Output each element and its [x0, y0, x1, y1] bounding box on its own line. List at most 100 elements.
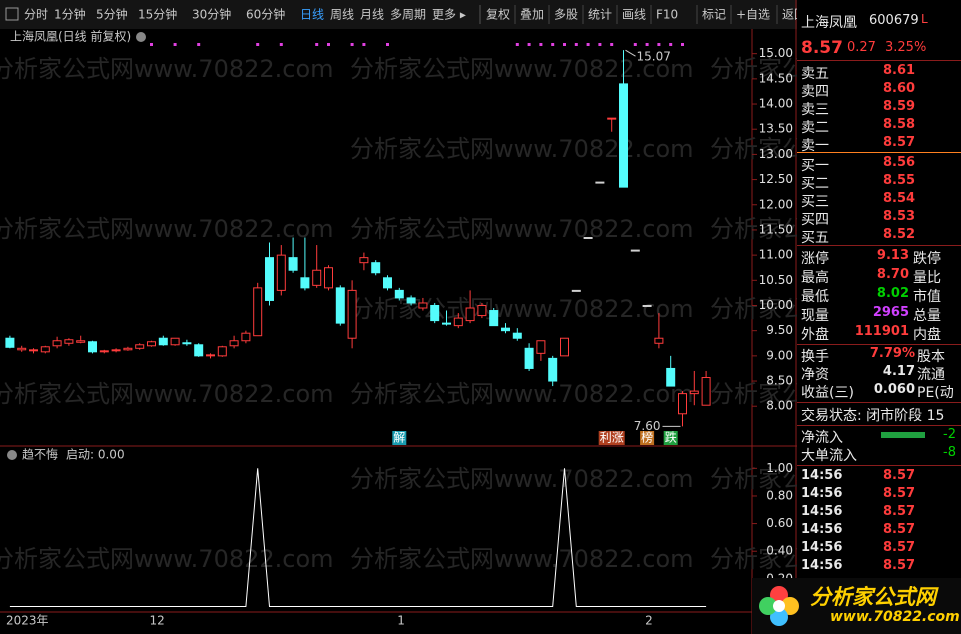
finance-value: 0.060: [873, 382, 915, 397]
signal-dot: [551, 43, 555, 46]
period-tab[interactable]: 1分钟: [54, 7, 86, 22]
candle-body: [194, 344, 204, 357]
candle-body: [571, 289, 581, 292]
candle-body: [418, 302, 428, 309]
candle-body: [40, 346, 50, 353]
candle-body: [111, 349, 121, 352]
signal-dot: [645, 43, 649, 46]
stat-value: 2965: [872, 305, 909, 320]
indicator-line: [9, 468, 707, 607]
candle-body: [29, 349, 38, 352]
tool-button[interactable]: 返回: [782, 8, 797, 22]
watermark: 分析家公式网www.70822.com: [350, 55, 694, 83]
candle-body: [17, 347, 27, 351]
y-tick-label: 9.00: [766, 348, 793, 362]
watermark: 分析家公式网www.70822.com: [0, 215, 334, 243]
signal-dot: [150, 43, 153, 46]
candle-body: [524, 347, 534, 369]
period-tab[interactable]: 30分钟: [192, 7, 231, 22]
tool-button[interactable]: F10: [656, 8, 678, 22]
signal-dot: [279, 43, 283, 46]
candle-body: [170, 337, 180, 346]
candle-body: [371, 262, 381, 274]
tick-time: 14:56: [801, 558, 843, 573]
signal-dot: [633, 43, 637, 46]
watermark: 分析家公式网www.70822.com: [710, 380, 797, 408]
period-tab[interactable]: 分时: [24, 8, 48, 22]
signal-dot: [598, 43, 602, 46]
y-tick-label: 0.60: [766, 516, 793, 530]
signal-tag-bg: [392, 431, 407, 445]
candle-body: [182, 342, 192, 345]
stat-label: 外盘: [801, 327, 829, 343]
candle-body: [607, 117, 617, 120]
tool-button[interactable]: 复权: [486, 8, 510, 22]
period-tab[interactable]: 15分钟: [138, 7, 177, 22]
indicator-subtitle: 启动: 0.00: [66, 448, 125, 462]
signal-dot: [315, 43, 319, 46]
candle-body: [276, 254, 286, 291]
x-tick-label: 2023年: [6, 614, 49, 628]
divider: [797, 152, 961, 153]
tool-button[interactable]: 多股: [554, 8, 578, 22]
flow-bar: [881, 432, 925, 438]
tool-button[interactable]: 画线: [622, 8, 646, 22]
period-tab[interactable]: 5分钟: [96, 7, 128, 22]
price-change-pct: 3.25%: [885, 40, 927, 55]
period-tab[interactable]: 更多 ▸: [432, 8, 466, 22]
tool-button[interactable]: 统计: [588, 8, 612, 22]
divider: [797, 245, 961, 246]
candle-body: [52, 340, 62, 347]
stat-label: 现量: [801, 308, 829, 324]
candle-body: [501, 327, 510, 332]
tool-button[interactable]: 叠加: [520, 8, 544, 22]
tick-time: 14:56: [801, 504, 843, 519]
trade-status: 交易状态: 闭市阶段 15: [801, 408, 945, 424]
divider: [797, 465, 961, 466]
candle-body: [64, 339, 74, 344]
candle-body: [678, 393, 687, 415]
candle-body: [489, 310, 499, 327]
candle-body: [583, 237, 593, 239]
period-tab[interactable]: 周线: [330, 8, 354, 22]
price-change: 0.27: [847, 40, 876, 55]
candle-body: [335, 287, 345, 324]
candle-body: [560, 337, 569, 357]
y-tick-label: 8.00: [766, 399, 793, 413]
tick-time: 14:56: [801, 468, 843, 483]
y-tick-label: 13.00: [759, 147, 793, 161]
period-tab[interactable]: 60分钟: [246, 7, 285, 22]
period-tab[interactable]: 多周期: [390, 8, 426, 22]
tool-button[interactable]: 标记: [702, 8, 726, 22]
book-price: 8.57: [883, 135, 916, 150]
annotation: 15.07: [637, 50, 671, 64]
signal-dot: [327, 43, 330, 46]
candle-body: [689, 390, 699, 395]
candle-body: [442, 322, 451, 325]
candle-body: [536, 340, 546, 354]
period-tab[interactable]: 日线: [300, 8, 324, 22]
watermark: 分析家公式网www.70822.com: [710, 465, 797, 493]
watermark: 分析家公式网www.70822.com: [350, 295, 694, 323]
y-tick-label: 11.50: [759, 222, 793, 236]
watermark: 分析家公式网www.70822.com: [0, 380, 334, 408]
finance-value: 7.79%: [869, 346, 915, 361]
signal-tag-bg: [598, 431, 625, 445]
signal-dot: [197, 43, 201, 46]
book-label: 卖三: [801, 102, 829, 118]
x-tick-label: 12: [150, 614, 165, 628]
x-tick-label: 2: [645, 614, 653, 628]
book-price: 8.55: [883, 173, 916, 188]
period-tab[interactable]: 月线: [360, 8, 384, 22]
book-label: 卖五: [801, 66, 829, 82]
candle-body: [253, 287, 263, 337]
divider: [797, 425, 961, 426]
y-tick-label: 14.00: [759, 97, 793, 111]
watermark: 分析家公式网www.70822.com: [350, 135, 694, 163]
tool-button[interactable]: +自选: [736, 8, 770, 22]
tick-time: 14:56: [801, 522, 843, 537]
y-tick-label: 8.50: [766, 374, 793, 388]
y-tick-label: 12.50: [759, 172, 793, 186]
book-price: 8.61: [883, 63, 916, 78]
divider: [797, 60, 961, 61]
